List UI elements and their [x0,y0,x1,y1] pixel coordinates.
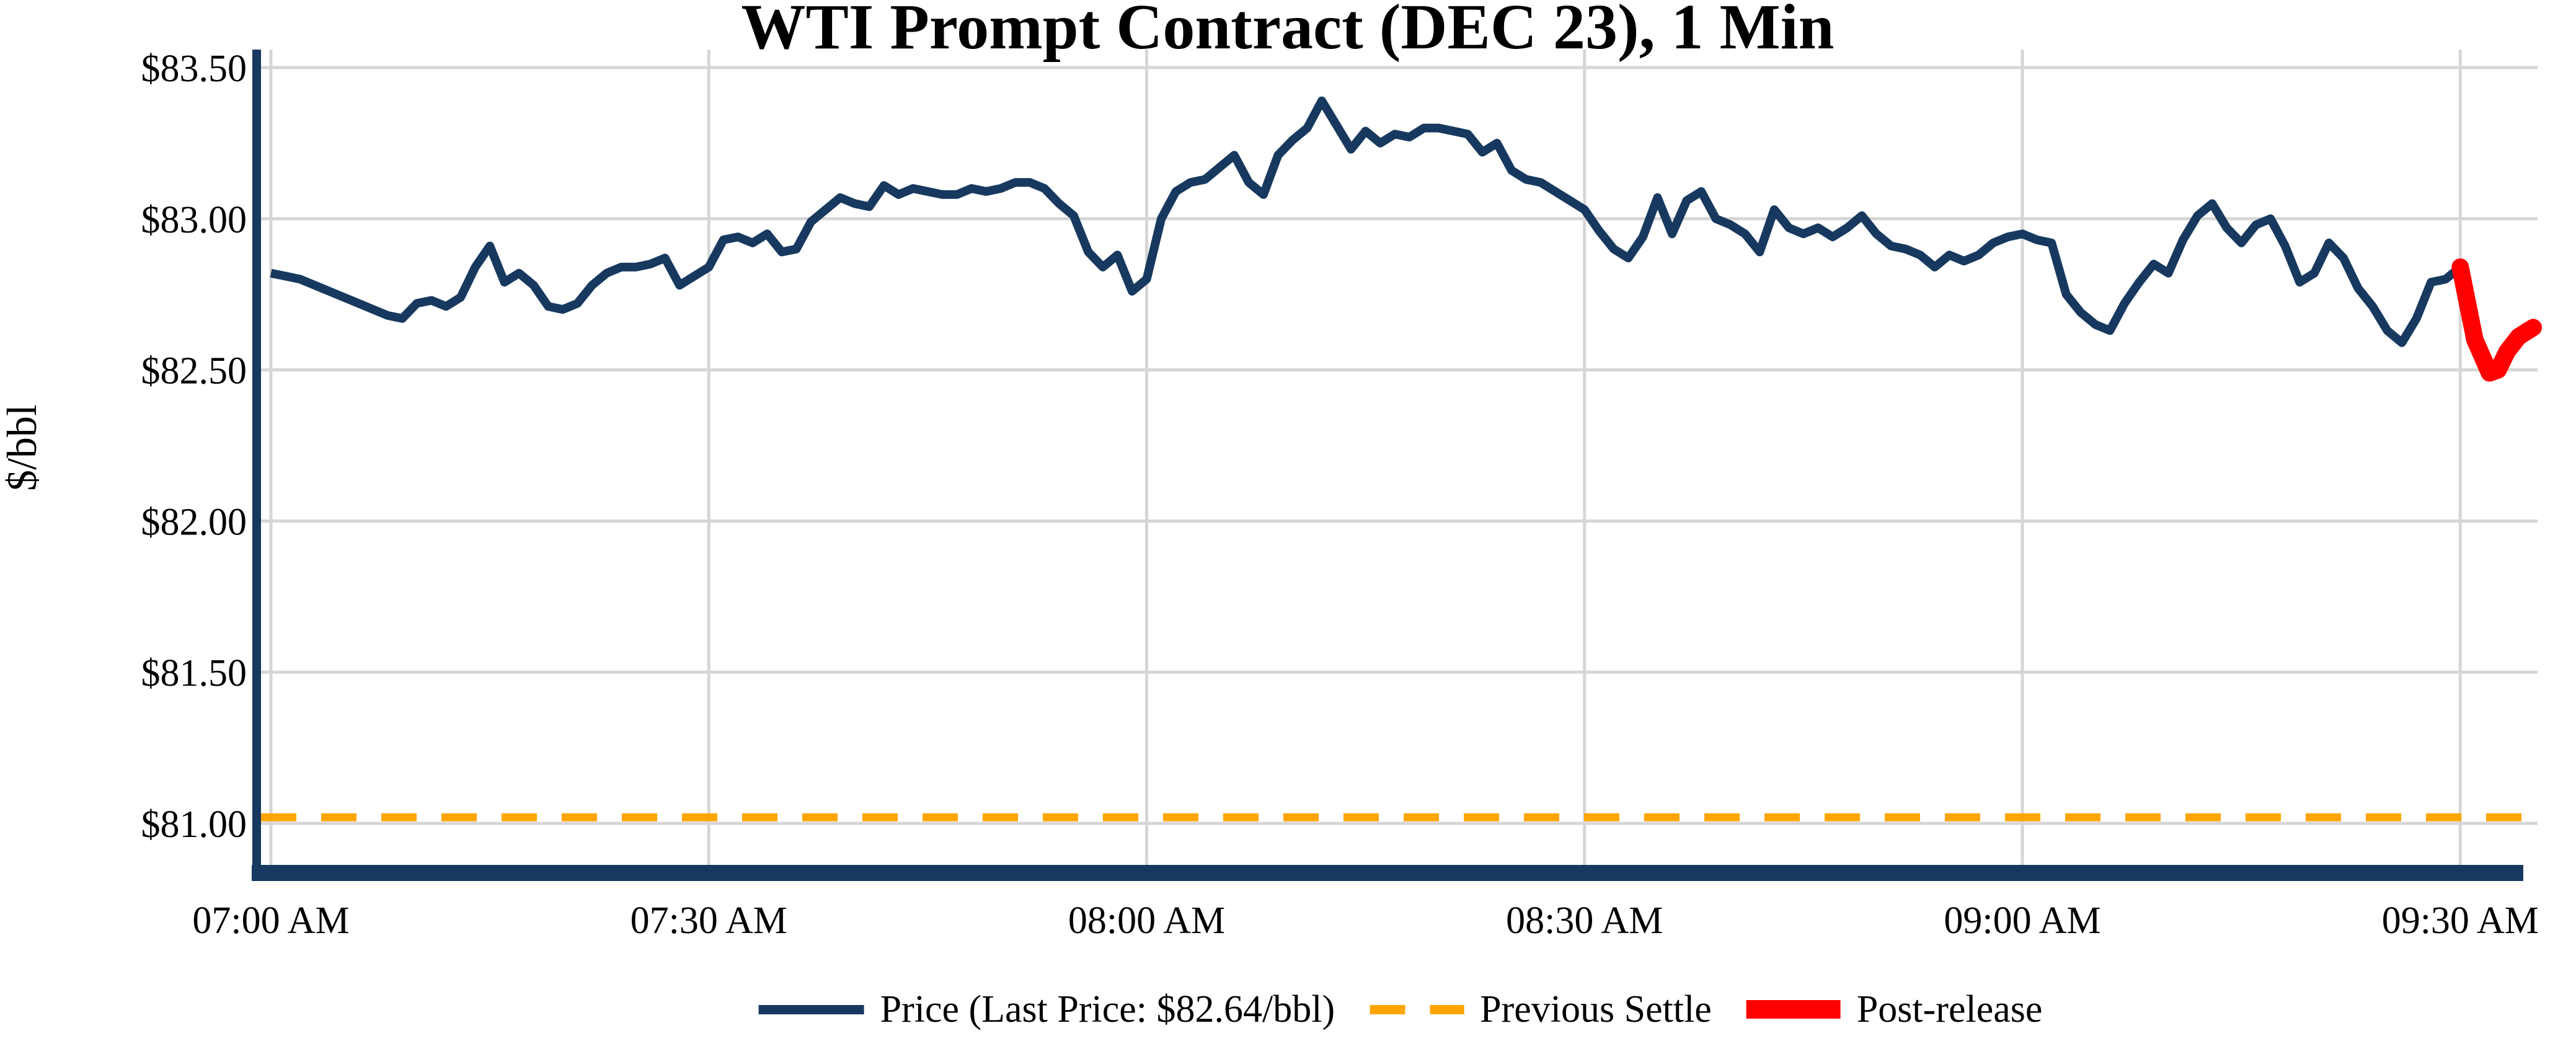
legend-item-0: Price (Last Price: $82.64/bbl) [758,988,1335,1030]
y-tick-label-3: $82.00 [141,501,247,543]
series-price [270,96,2463,347]
x-tick-label-2: 08:00 AM [1068,900,1225,942]
y-tick-label-0: $83.50 [141,48,247,90]
y-axis-spine [252,50,261,881]
legend-swatch-thick-icon [1746,1000,1841,1019]
y-tick-label-1: $83.00 [141,199,247,241]
legend-label-1: Previous Settle [1480,988,1712,1030]
chart-series [261,96,2542,822]
legend-label-0: Price (Last Price: $82.64/bbl) [880,988,1335,1030]
legend-item-2: Post-release [1746,988,2043,1030]
x-tick-label-5: 09:30 AM [2382,900,2539,942]
x-tick-label-4: 09:00 AM [1944,900,2100,942]
y-axis-label: $/bbl [0,404,45,491]
legend-label-2: Post-release [1856,988,2043,1030]
chart-title: WTI Prompt Contract (DEC 23), 1 Min [741,0,1834,63]
gridlines [261,50,2538,865]
legend-item-1: Previous Settle [1370,990,1712,1029]
x-tick-label-3: 08:30 AM [1506,900,1663,942]
x-axis-spine [252,865,2523,881]
chart-legend: Price (Last Price: $82.64/bbl) Previous S… [758,978,2043,1040]
legend-swatch-line-icon [758,1004,864,1014]
legend-swatch-dashed-icon [1370,1004,1464,1014]
axes [252,50,2523,881]
tick-labels: $83.50 $83.00 $82.50 $82.00 $81.50 $81.00 07:0… [141,48,2539,942]
x-tick-label-0: 07:00 AM [192,900,349,942]
y-tick-label-2: $82.50 [141,350,247,392]
x-tick-label-1: 07:30 AM [631,900,787,942]
series-post-release [2451,258,2542,382]
y-tick-label-5: $81.00 [141,804,247,846]
y-tick-label-4: $81.50 [141,652,247,694]
